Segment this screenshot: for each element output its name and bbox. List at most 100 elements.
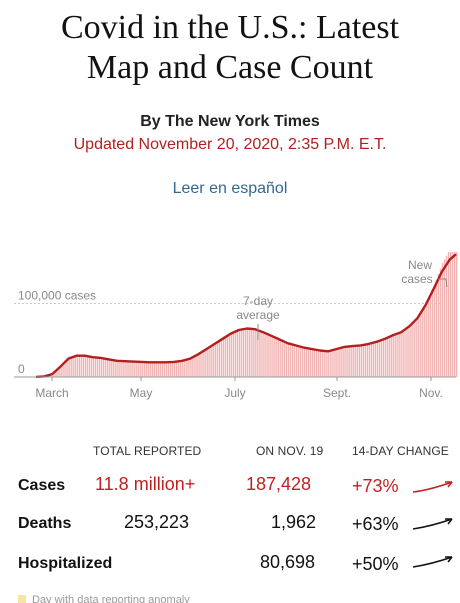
daily-case-bar bbox=[157, 361, 160, 377]
daily-case-bar bbox=[368, 343, 371, 377]
daily-case-bar bbox=[324, 350, 326, 377]
daily-case-bar bbox=[165, 362, 168, 377]
x-tick-label: July bbox=[224, 386, 245, 400]
daily-case-bar bbox=[141, 361, 143, 377]
daily-case-bar bbox=[253, 328, 255, 377]
daily-case-bar bbox=[184, 360, 186, 377]
stats-table: TOTAL REPORTED ON NOV. 19 14-DAY CHANGE … bbox=[0, 440, 460, 600]
daily-case-bar bbox=[451, 252, 454, 377]
daily-case-bar bbox=[60, 364, 62, 377]
spanish-language-link[interactable]: Leer en español bbox=[172, 180, 288, 197]
daily-case-bar bbox=[161, 361, 164, 377]
daily-case-bar bbox=[449, 252, 452, 377]
daily-case-bar bbox=[338, 347, 340, 377]
daily-case-bar bbox=[279, 338, 281, 377]
daily-case-bar bbox=[206, 347, 208, 377]
daily-case-bar bbox=[125, 360, 127, 377]
y-tick-label: 0 bbox=[18, 362, 25, 376]
daily-case-bar bbox=[425, 303, 427, 377]
daily-case-bar bbox=[307, 347, 310, 377]
daily-case-bar bbox=[372, 342, 375, 377]
daily-case-bar bbox=[393, 334, 395, 377]
daily-case-bar bbox=[429, 294, 432, 377]
daily-case-bar bbox=[311, 348, 314, 377]
daily-case-bar bbox=[216, 340, 218, 377]
daily-case-bar bbox=[94, 356, 97, 377]
daily-case-bar bbox=[378, 340, 381, 377]
title-line-2: Map and Case Count bbox=[86, 49, 374, 86]
daily-case-bar bbox=[147, 362, 149, 377]
daily-case-bar bbox=[115, 359, 117, 377]
daily-case-bar bbox=[399, 332, 401, 377]
daily-case-bar bbox=[340, 346, 342, 377]
daily-case-bar bbox=[364, 343, 367, 377]
daily-case-bar bbox=[376, 340, 379, 377]
row-label-deaths: Deaths bbox=[18, 515, 72, 532]
cases-on-day: 187,428 bbox=[246, 474, 312, 494]
daily-case-bar bbox=[234, 330, 237, 377]
daily-case-bar bbox=[391, 335, 393, 377]
daily-case-bar bbox=[173, 362, 176, 377]
daily-case-bar bbox=[145, 361, 147, 377]
daily-case-bar bbox=[295, 344, 298, 377]
daily-case-bar bbox=[202, 350, 204, 377]
daily-case-bar bbox=[267, 334, 269, 377]
x-tick-label: Sept. bbox=[323, 386, 351, 400]
daily-case-bar bbox=[247, 327, 249, 377]
annotation-label: 7-day bbox=[243, 294, 273, 308]
daily-case-bar bbox=[76, 354, 78, 377]
daily-case-bar bbox=[265, 333, 267, 377]
daily-case-bar bbox=[328, 350, 330, 377]
daily-case-bar bbox=[163, 362, 166, 377]
daily-case-bar bbox=[190, 357, 192, 377]
daily-case-bar bbox=[236, 329, 239, 377]
daily-case-bar bbox=[382, 338, 385, 377]
daily-case-bar bbox=[86, 355, 89, 377]
cases-total: 11.8 million+ bbox=[95, 474, 196, 494]
cases-trend-arrow-icon bbox=[412, 481, 453, 493]
daily-case-bar bbox=[356, 345, 358, 377]
header-14-day-change: 14-DAY CHANGE bbox=[352, 444, 449, 458]
daily-case-bar bbox=[249, 328, 251, 377]
updated-timestamp: Updated November 20, 2020, 2:35 P.M. E.T… bbox=[73, 136, 387, 153]
row-label-hospitalized: Hospitalized bbox=[18, 555, 113, 572]
daily-case-bar bbox=[336, 347, 338, 377]
daily-case-bar bbox=[135, 361, 137, 377]
daily-case-bar bbox=[395, 333, 397, 377]
daily-case-bar bbox=[90, 356, 93, 377]
daily-case-bar bbox=[421, 310, 423, 377]
daily-case-bar bbox=[96, 356, 99, 377]
daily-case-bar bbox=[411, 323, 413, 377]
daily-case-bar bbox=[84, 354, 87, 377]
header-total-reported: TOTAL REPORTED bbox=[93, 444, 202, 458]
daily-case-bar bbox=[238, 328, 241, 377]
daily-case-bar bbox=[188, 358, 190, 377]
daily-case-bar bbox=[415, 320, 417, 377]
daily-case-bar bbox=[342, 346, 344, 377]
deaths-total: 253,223 bbox=[124, 512, 190, 532]
daily-case-bar bbox=[445, 255, 448, 377]
daily-case-bar bbox=[261, 331, 263, 377]
daily-case-bar bbox=[301, 346, 304, 377]
daily-case-bar bbox=[287, 342, 289, 377]
daily-case-bar bbox=[186, 359, 188, 377]
daily-case-bar bbox=[322, 349, 324, 377]
daily-case-bar bbox=[423, 307, 425, 377]
annotation-leader bbox=[438, 278, 448, 288]
daily-case-bar bbox=[297, 345, 300, 377]
x-tick-label: May bbox=[130, 386, 153, 400]
daily-case-bar bbox=[453, 252, 456, 377]
daily-case-bar bbox=[171, 362, 174, 377]
daily-case-bar bbox=[397, 332, 399, 377]
daily-case-bar bbox=[212, 343, 214, 377]
daily-case-bar bbox=[344, 346, 346, 377]
daily-case-bar bbox=[259, 330, 261, 377]
daily-case-bar bbox=[226, 334, 229, 377]
daily-case-bar bbox=[419, 314, 421, 377]
daily-case-bar bbox=[255, 329, 257, 377]
daily-case-bar bbox=[192, 356, 194, 377]
daily-case-bar bbox=[354, 345, 356, 377]
daily-case-bar bbox=[433, 285, 436, 377]
daily-case-bar bbox=[178, 361, 180, 377]
daily-case-bar bbox=[271, 335, 273, 377]
